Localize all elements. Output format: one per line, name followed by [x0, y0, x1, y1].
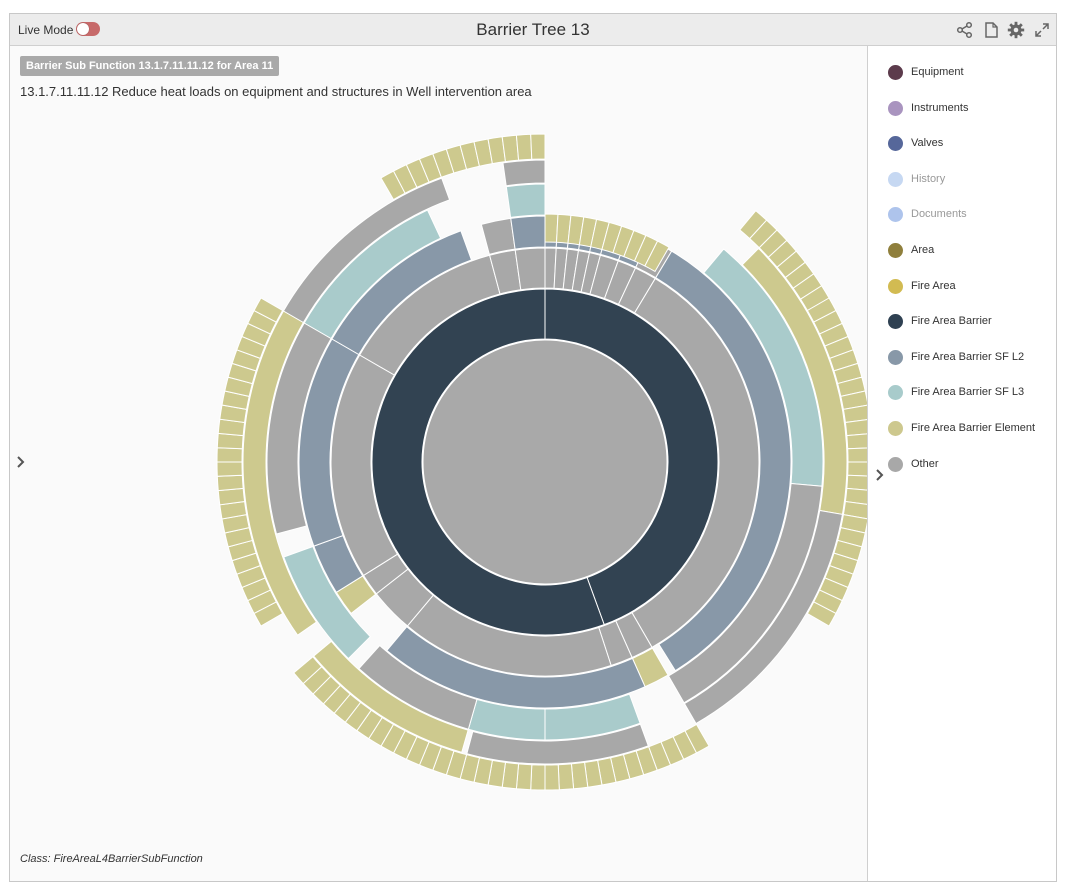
legend-swatch [888, 385, 903, 401]
sunburst-element-segment[interactable] [216, 461, 243, 477]
sunburst-sf-l3-segment[interactable] [331, 230, 473, 356]
legend-label: History [911, 172, 946, 185]
sunburst-element-segment[interactable] [217, 487, 246, 506]
sub-function-description: 13.1.7.11.11.12 Reduce heat loads on equ… [20, 84, 532, 99]
legend-swatch [888, 171, 903, 187]
sunburst-element-segment[interactable] [570, 761, 589, 790]
sunburst-center[interactable] [422, 339, 668, 585]
legend-label: Other [911, 457, 939, 470]
sunburst-element-segment[interactable] [847, 461, 867, 477]
legend-swatch [888, 421, 903, 436]
sunburst-sf-l3-segment[interactable] [386, 625, 646, 709]
sunburst-element-segment[interactable] [216, 447, 243, 463]
legend-chevron-icon[interactable] [874, 468, 886, 482]
sunburst-element-segment[interactable] [293, 656, 323, 685]
class-label: Class: FireAreaL4BarrierSubFunction [20, 853, 203, 865]
title-bar: Live Mode Barrier Tree 13 [10, 14, 1056, 46]
legend-label: Fire Area [911, 279, 956, 292]
sunburst-sf-l4-segment[interactable] [667, 482, 823, 704]
sunburst-barrier-segment[interactable] [371, 288, 605, 636]
sunburst-element-segment[interactable] [216, 474, 244, 492]
sunburst-element-segment[interactable] [544, 213, 559, 243]
legend-label: Equipment [911, 66, 964, 78]
chart-panel: Barrier Sub Function 13.1.7.11.11.12 for… [10, 46, 868, 881]
legend-label: Area [911, 244, 935, 256]
sunburst-l5-segment[interactable] [312, 640, 469, 753]
toggle-knob [77, 23, 89, 35]
sunburst-element-segment[interactable] [844, 419, 867, 437]
sunburst-element-segment[interactable] [557, 763, 575, 791]
sunburst-l5-segment[interactable] [683, 509, 843, 725]
sunburst-chart[interactable] [10, 46, 867, 883]
legend-label: Documents [911, 208, 967, 221]
legend-swatch [888, 100, 903, 116]
gear-icon[interactable] [1007, 21, 1025, 39]
legend-label: Fire Area Barrier Element [911, 422, 1036, 434]
legend-label: Fire Area Barrier SF L3 [911, 386, 1025, 399]
sunburst-element-segment[interactable] [644, 240, 670, 273]
legend-swatch [888, 314, 903, 330]
legend-swatch [888, 456, 903, 472]
sunburst-sf-l3-segment[interactable] [510, 215, 546, 250]
legend-swatch [888, 207, 903, 223]
sunburst-sf-l4-segment[interactable] [283, 545, 372, 660]
legend-label: Fire Area Barrier [911, 315, 992, 328]
document-icon[interactable] [982, 21, 1000, 39]
share-icon[interactable] [956, 21, 974, 39]
legend-swatch [888, 243, 903, 258]
window-title: Barrier Tree 13 [476, 20, 590, 39]
sunburst-element-segment[interactable] [530, 764, 546, 791]
expand-icon[interactable] [1033, 21, 1051, 39]
sunburst-sf-l4-segment[interactable] [358, 644, 478, 730]
expand-left-chevron-icon[interactable] [15, 455, 27, 469]
sunburst-element-segment[interactable] [544, 764, 560, 791]
sunburst-sf-l3-segment[interactable] [655, 250, 792, 672]
sunburst-sf-l4-segment[interactable] [505, 183, 546, 218]
live-mode-label: Live Mode [18, 23, 74, 37]
sunburst-element-segment[interactable] [806, 601, 837, 627]
sunburst-sf-l4-segment[interactable] [303, 209, 442, 340]
legend-label: Valves [911, 137, 944, 150]
sunburst-element-segment[interactable] [847, 447, 867, 463]
sunburst-l5-segment[interactable] [466, 723, 649, 765]
sunburst-element-segment[interactable] [530, 133, 546, 160]
legend-swatch [888, 278, 903, 294]
legend-label: Instruments [911, 101, 969, 114]
sunburst-element-segment[interactable] [846, 433, 867, 450]
sunburst-sf-l3-segment[interactable] [480, 217, 516, 255]
sunburst-l5-segment[interactable] [282, 177, 451, 324]
legend-swatch [888, 65, 903, 80]
legend-panel: Equipment Instruments Valves History Documen… [868, 46, 1056, 881]
sunburst-element-segment[interactable] [501, 134, 520, 163]
sunburst-element-segment[interactable] [253, 297, 284, 323]
sunburst-element-segment[interactable] [515, 133, 533, 161]
legend-swatch [888, 136, 903, 152]
legend-label: Fire Area Barrier SF L2 [911, 350, 1025, 363]
legend-swatch [888, 349, 903, 365]
sunburst-barrier-segment[interactable] [544, 288, 719, 626]
live-mode-toggle[interactable] [76, 22, 100, 36]
barrier-tree-window: Live Mode Barrier Tree 13 [9, 13, 1057, 882]
sunburst-l5-segment[interactable] [502, 159, 546, 187]
sunburst-sf-l2-segment[interactable] [514, 247, 546, 291]
sub-function-badge: Barrier Sub Function 13.1.7.11.11.12 for… [20, 56, 280, 76]
